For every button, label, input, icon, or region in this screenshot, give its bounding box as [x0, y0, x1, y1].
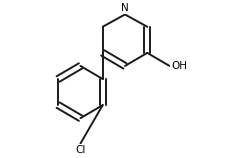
Text: OH: OH [170, 61, 186, 71]
Text: Cl: Cl [75, 145, 85, 155]
Text: N: N [121, 3, 128, 13]
